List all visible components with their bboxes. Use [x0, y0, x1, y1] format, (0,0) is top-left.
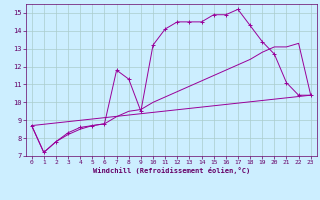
X-axis label: Windchill (Refroidissement éolien,°C): Windchill (Refroidissement éolien,°C)	[92, 167, 250, 174]
